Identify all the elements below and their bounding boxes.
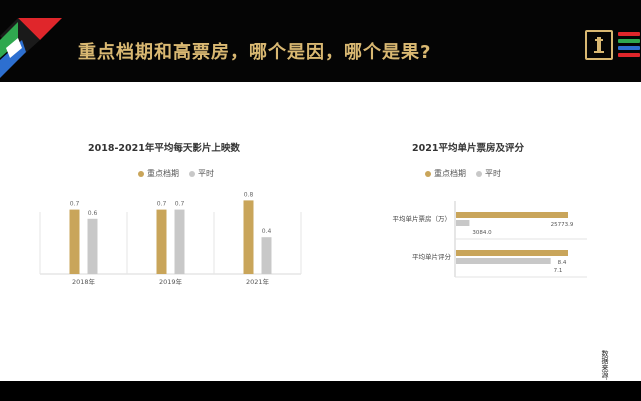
chart1-bar (261, 237, 272, 274)
chart2-data-label: 7.1 (554, 268, 563, 274)
chart2-category-label: 平均单片评分 (412, 252, 452, 261)
chart2-legend-item-0: 重点档期 (425, 168, 466, 179)
corner-decoration (0, 18, 62, 78)
chart1-legend-item-1: 平时 (189, 168, 214, 179)
chart2-title: 2021平均单片票房及评分 (412, 143, 524, 154)
chart2-legend-label-0: 重点档期 (434, 169, 466, 178)
chart2-data-label: 3084.0 (472, 230, 492, 236)
chart2-bar (456, 250, 568, 256)
chart1-tick-label: 2021年 (246, 277, 270, 286)
slide-header: 重点档期和高票房，哪个是因，哪个是果? (0, 0, 641, 82)
chart1-data-label: 0.6 (88, 210, 98, 217)
chart1-bar (69, 209, 80, 274)
chart1-bar (87, 218, 98, 274)
chart1-legend-label-1: 平时 (198, 169, 214, 178)
bottom-bar (0, 381, 641, 401)
slide-title: 重点档期和高票房，哪个是因，哪个是果? (78, 42, 432, 63)
chart1-legend: 重点档期 平时 (138, 168, 214, 179)
brand-logo-icon (585, 30, 613, 60)
chart1-data-label: 0.4 (262, 228, 272, 235)
chart2-legend-item-1: 平时 (476, 168, 501, 179)
chart1-data-label: 0.7 (70, 201, 80, 208)
source-note: 数据来源：灯塔专业版 (601, 350, 609, 401)
striped-lines-icon (618, 30, 640, 60)
chart1-data-label: 0.8 (244, 191, 254, 198)
chart1-legend-item-0: 重点档期 (138, 168, 179, 179)
chart1-tick-label: 2018年 (72, 277, 96, 286)
chart1-bar (156, 209, 167, 274)
chart2-bar (456, 220, 470, 226)
chart2-bar (456, 212, 568, 218)
chart1-data-label: 0.7 (175, 201, 185, 208)
chart1-bar (174, 209, 185, 274)
chart2-data-label: 25773.9 (551, 222, 574, 228)
chart2-data-label: 8.4 (558, 260, 567, 266)
chart1-bar-chart: 0.7 0.6 2018年 0.7 0.7 2019年 0.8 0.4 2021年 (39, 191, 302, 286)
chart1-bar (243, 200, 254, 274)
chart2-bar (456, 258, 551, 264)
chart1-data-label: 0.7 (157, 201, 167, 208)
chart2-hbar-chart: 平均单片票房（万） 25773.9 3084.0 平均单片评分 8.4 7.1 (393, 201, 587, 278)
chart1-title: 2018-2021年平均每天影片上映数 (88, 143, 240, 154)
chart1-legend-label-0: 重点档期 (147, 169, 179, 178)
chart1-tick-label: 2019年 (159, 277, 183, 286)
chart2-category-label: 平均单片票房（万） (393, 214, 452, 223)
slide-content: 2018-2021年平均每天影片上映数 重点档期 平时 0.7 0.6 2018年 0… (0, 82, 641, 401)
chart2-legend-label-1: 平时 (485, 169, 501, 178)
chart2-legend: 重点档期 平时 (425, 168, 501, 179)
